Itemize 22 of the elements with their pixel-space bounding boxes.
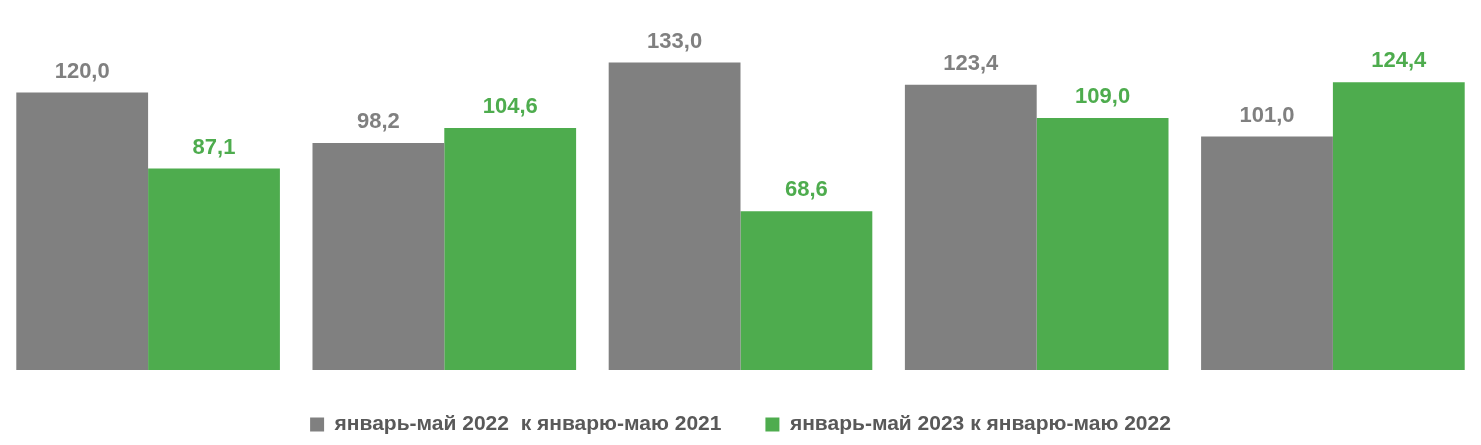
data-label: 101,0 [1239,101,1295,127]
data-label: 68,6 [784,176,828,202]
data-label: 109,0 [1075,83,1131,108]
legend-label: январь-май 2022 к январю-маю 2021 [333,411,722,435]
bar [1332,82,1465,370]
bar [608,62,741,370]
data-label: 98,2 [356,107,400,133]
data-label: 87,1 [192,133,236,159]
bar [444,128,577,370]
bar [312,142,445,370]
legend-label: январь-май 2023 к январю-маю 2022 [788,411,1171,435]
data-label: 133,0 [647,27,703,53]
data-label: 124,4 [1371,47,1428,73]
data-label: 123,4 [943,49,1000,75]
bar [740,211,873,370]
bar [16,92,149,370]
bar [1201,136,1333,370]
bar [904,84,1037,370]
bar [148,168,280,370]
data-label: 120,0 [54,57,110,83]
data-label: 104,6 [482,93,538,119]
bar [1036,117,1169,370]
